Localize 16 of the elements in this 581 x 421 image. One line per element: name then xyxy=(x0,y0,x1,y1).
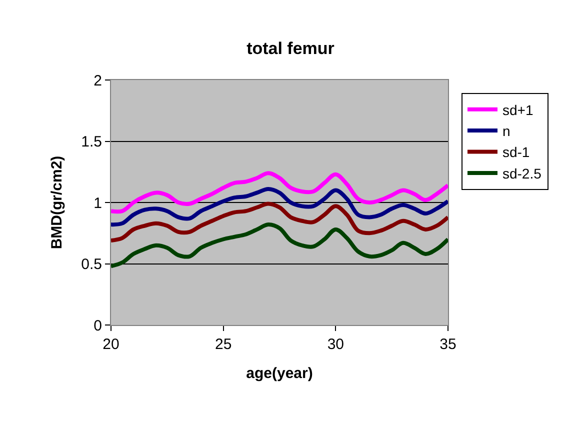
x-axis-title: age(year) xyxy=(246,365,313,382)
x-tick-label: 25 xyxy=(214,336,232,353)
y-tick-label: 0.5 xyxy=(81,256,102,273)
y-tick-label: 2 xyxy=(94,72,102,90)
x-tick-label: 20 xyxy=(102,336,120,353)
y-tick-label: 0 xyxy=(94,317,102,334)
legend-label: sd-1 xyxy=(502,144,530,160)
y-tick-label: 1.5 xyxy=(81,134,102,150)
legend-label: sd-2.5 xyxy=(502,165,542,182)
x-tick-label: 30 xyxy=(327,336,344,353)
chart-title: total femur xyxy=(246,39,335,58)
legend-label: n xyxy=(502,123,510,140)
legend-label: sd+1 xyxy=(502,102,534,118)
x-tick-label: 35 xyxy=(440,336,456,353)
y-axis-title: BMD(gr/cm2) xyxy=(48,156,66,250)
y-tick-label: 1 xyxy=(94,194,102,212)
